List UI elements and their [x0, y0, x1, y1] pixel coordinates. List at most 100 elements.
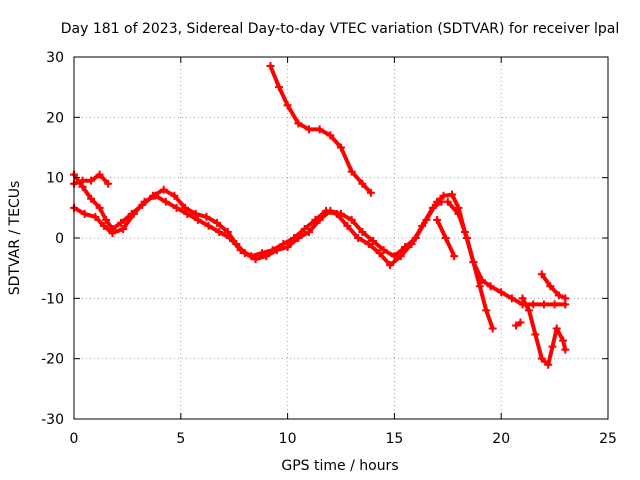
data-point — [266, 62, 275, 71]
data-point — [300, 224, 309, 233]
data-point — [337, 143, 345, 152]
data-point — [539, 300, 548, 309]
x-tick-label: 0 — [70, 431, 79, 447]
data-point — [497, 288, 506, 297]
data-point — [354, 234, 363, 242]
series-track — [72, 193, 444, 268]
data-point — [347, 215, 356, 224]
data-point — [428, 203, 437, 212]
data-point — [95, 170, 104, 179]
data-point — [225, 234, 234, 242]
data-point — [469, 258, 478, 267]
x-axis-label: GPS time / hours — [281, 458, 398, 474]
data-point — [213, 218, 222, 227]
y-tick-label: 20 — [46, 110, 64, 126]
data-point — [347, 167, 356, 176]
x-tick-label: 15 — [385, 431, 403, 447]
data-point — [332, 209, 341, 218]
data-point — [482, 306, 491, 315]
data-point — [202, 212, 211, 221]
data-point — [366, 188, 375, 197]
y-tick-label: -10 — [41, 291, 64, 307]
data-point — [275, 83, 284, 92]
data-point — [433, 215, 442, 224]
data-point — [561, 294, 570, 303]
data-point — [463, 234, 472, 242]
data-point — [343, 221, 352, 230]
data-point — [358, 227, 367, 236]
data-point — [531, 330, 540, 339]
data-point — [369, 237, 378, 246]
data-point — [161, 197, 170, 206]
x-tick-label: 5 — [176, 431, 185, 447]
data-point — [454, 209, 463, 218]
data-point — [283, 243, 292, 252]
data-point — [418, 221, 427, 230]
data-point — [326, 131, 335, 140]
data-point — [257, 249, 266, 258]
data-point — [396, 252, 405, 261]
data-point — [159, 185, 168, 194]
data-point — [561, 345, 570, 354]
data-point — [559, 336, 568, 345]
data-point — [129, 209, 138, 218]
data-point — [91, 212, 100, 221]
data-point — [116, 218, 125, 227]
data-point — [524, 306, 533, 315]
data-point — [537, 270, 546, 279]
data-point — [443, 197, 452, 206]
data-point — [407, 240, 416, 249]
y-tick-label: 10 — [46, 171, 64, 187]
data-point — [448, 190, 457, 199]
data-point — [151, 191, 160, 200]
data-point — [386, 261, 395, 270]
data-point — [290, 234, 299, 242]
data-point — [364, 240, 373, 249]
data-point — [516, 318, 525, 327]
data-point — [315, 125, 324, 134]
data-point — [512, 321, 521, 330]
data-point — [441, 234, 450, 242]
data-point — [304, 125, 313, 134]
y-tick-label: 30 — [46, 50, 64, 66]
data-point — [104, 179, 113, 188]
y-axis-label: SDTVAR / TECUs — [7, 181, 23, 296]
data-point — [95, 203, 104, 212]
data-point — [247, 252, 256, 261]
data-point — [304, 227, 313, 236]
data-point — [268, 246, 277, 255]
data-point — [450, 252, 459, 261]
data-point — [554, 291, 563, 300]
data-point — [80, 209, 89, 218]
data-point — [119, 224, 128, 233]
data-point — [550, 300, 559, 309]
chart-title: Day 181 of 2023, Sidereal Day-to-day VTE… — [61, 21, 619, 37]
y-tick-label: -30 — [41, 412, 64, 428]
data-point — [322, 206, 331, 215]
data-point — [375, 249, 384, 258]
data-point — [358, 179, 367, 188]
data-point — [170, 191, 179, 200]
series-track — [539, 272, 568, 301]
data-point — [486, 282, 495, 291]
data-point — [108, 229, 117, 238]
data-point — [283, 101, 292, 110]
data-point — [193, 215, 202, 224]
data-point — [78, 176, 87, 185]
data-point — [488, 324, 497, 333]
ticks: 0 5 10 15 20 25 -30 -20 -10 0 10 20 30 — [41, 50, 617, 447]
data-point — [294, 119, 303, 128]
data-point — [87, 176, 96, 185]
y-tick-label: -20 — [41, 352, 64, 368]
data-point — [236, 246, 245, 255]
x-tick-label: 20 — [492, 431, 510, 447]
data-point — [546, 282, 555, 291]
data-point — [140, 197, 149, 206]
data-point — [204, 221, 213, 230]
data-point — [99, 221, 108, 230]
data-point — [379, 246, 388, 255]
x-tick-label: 25 — [599, 431, 617, 447]
data-point — [537, 354, 546, 363]
data-point — [183, 209, 192, 218]
